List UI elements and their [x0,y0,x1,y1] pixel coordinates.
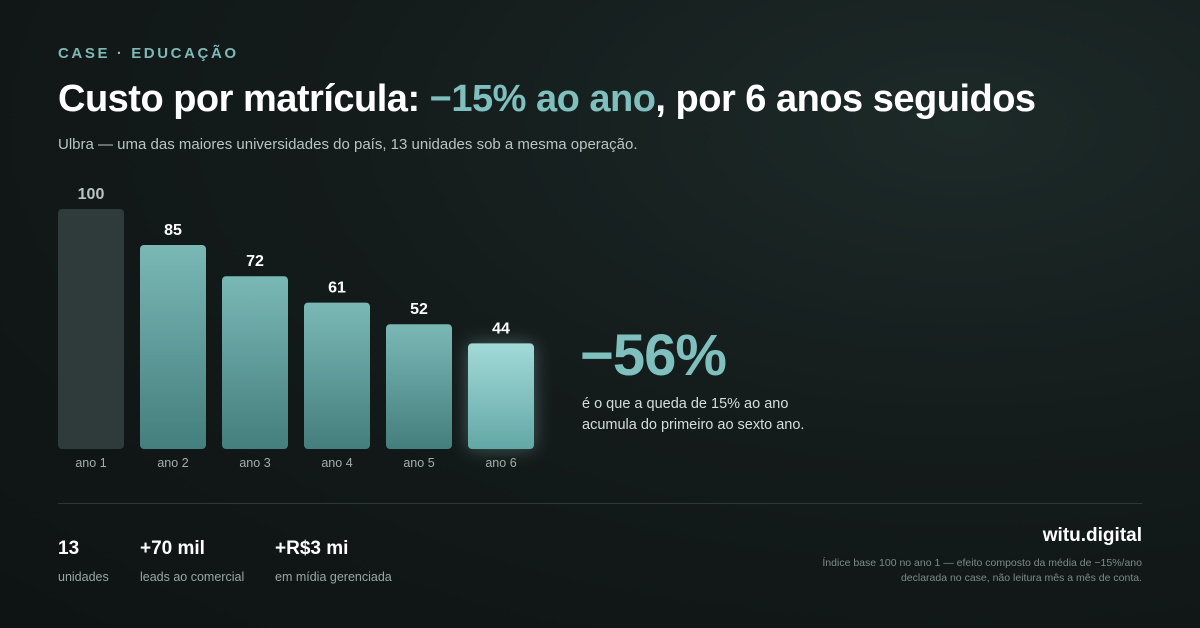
x-tick-label: ano 3 [239,456,270,470]
page-title: Custo por matrícula: −15% ao ano, por 6 … [58,78,1036,121]
data-label: 61 [328,280,346,297]
bar-ano-1 [58,209,124,449]
stat-label: unidades [58,570,109,584]
title-text-end: , por 6 anos seguidos [655,78,1036,120]
x-tick-label: ano 6 [485,456,516,470]
title-text-start: Custo por matrícula: [58,78,430,120]
highlight-value: −56% [580,323,727,388]
bar-ano-5 [386,324,452,449]
x-tick-label: ano 4 [321,456,352,470]
data-label: 44 [492,320,510,337]
stat-label: em mídia gerenciada [275,570,392,584]
stat-units: 13 unidades [58,538,109,584]
bar-ano-4 [304,302,370,449]
footer-divider [58,503,1142,504]
stat-value: +R$3 mi [275,538,349,559]
footnote: Índice base 100 no ano 1 — efeito compos… [822,557,1142,584]
page-subtitle: Ulbra — uma das maiores universidades do… [58,136,638,153]
highlight-description: é o que a queda de 15% ao ano acumula do… [582,396,805,433]
data-label: 52 [410,301,428,318]
stat-label: leads ao comercial [140,570,245,584]
brand-logo-text: witu.digital [1042,525,1142,546]
x-tick-label: ano 2 [157,456,188,470]
stat-value: 13 [58,538,80,559]
bar-ano-6 [468,343,534,449]
data-label: 72 [246,253,264,270]
stat-media: +R$3 mi em mídia gerenciada [275,538,392,584]
bar-ano-2 [140,245,206,449]
x-tick-label: ano 5 [403,456,434,470]
x-tick-label: ano 1 [75,456,106,470]
eyebrow-label: CASE · EDUCAÇÃO [58,45,239,62]
title-accent: −15% ao ano [429,78,656,120]
bar-ano-3 [222,276,288,449]
stat-value: +70 mil [140,538,205,559]
stat-leads: +70 mil leads ao comercial [140,538,244,584]
data-label: 85 [164,222,182,239]
data-label: 100 [78,186,105,203]
